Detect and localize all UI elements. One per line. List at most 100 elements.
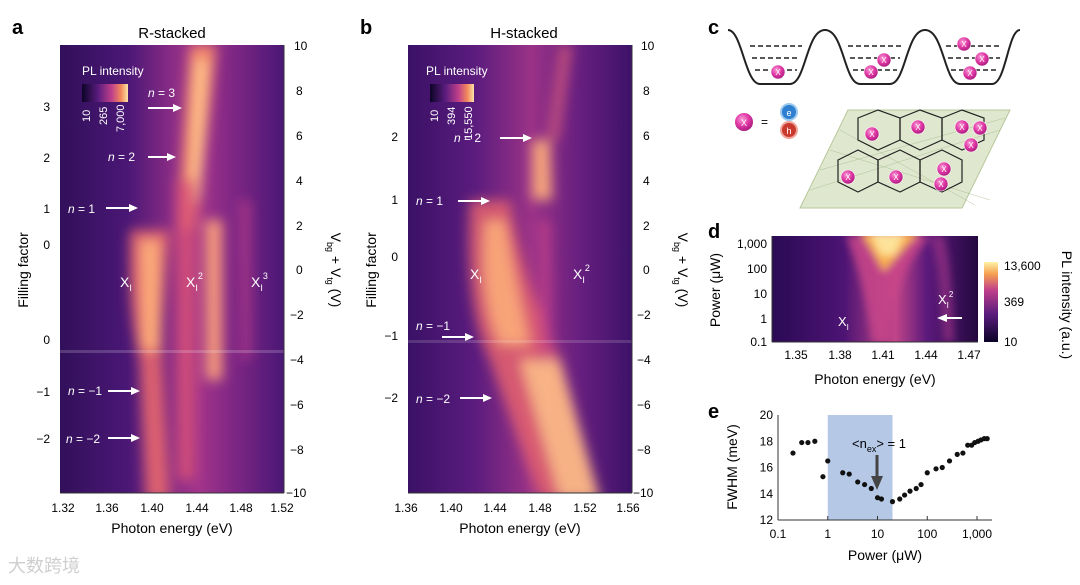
fwhm-point — [812, 438, 818, 444]
svg-text:369: 369 — [1004, 295, 1024, 309]
svg-text:n = 1: n = 1 — [68, 202, 95, 216]
svg-text:1.44: 1.44 — [483, 501, 507, 515]
fwhm-point — [855, 479, 861, 485]
svg-text:1: 1 — [391, 193, 398, 207]
panel-e-x-tick: 0.1 — [770, 527, 787, 541]
panel-b-y-left-label: Filling factor — [363, 232, 379, 308]
svg-text:0: 0 — [43, 333, 50, 347]
svg-text:15,550: 15,550 — [463, 106, 475, 140]
svg-text:6: 6 — [643, 129, 650, 143]
svg-text:394: 394 — [446, 107, 458, 125]
svg-text:1.56: 1.56 — [616, 501, 640, 515]
panel-b-y-right-axis: 10 8 6 4 2 0 −2 −4 −6 −8 −10 Vbg + Vtg (… — [631, 39, 691, 500]
panel-e-y-tick: 12 — [760, 513, 774, 527]
panel-d-colorbar-label: PL intensity (a.u.) — [1059, 251, 1075, 359]
panel-a-cbar-tick-2: 265 — [98, 107, 110, 125]
svg-text:0: 0 — [296, 263, 303, 277]
fwhm-point — [868, 485, 874, 492]
svg-text:X: X — [775, 68, 781, 77]
panel-e-x-tick: 1,000 — [962, 527, 992, 541]
fwhm-point — [965, 442, 971, 448]
fwhm-point — [897, 496, 903, 502]
svg-text:1.36: 1.36 — [394, 501, 418, 515]
svg-text:n = −1: n = −1 — [416, 319, 450, 333]
svg-text:XI: XI — [838, 314, 849, 332]
svg-text:1.48: 1.48 — [528, 501, 552, 515]
svg-text:−8: −8 — [290, 443, 304, 457]
exciton-legend: X = e h — [735, 103, 798, 139]
panel-a-heatmap — [60, 45, 284, 493]
svg-text:n = −2: n = −2 — [66, 432, 100, 446]
panel-b-x-label: Photon energy (eV) — [459, 520, 580, 536]
svg-text:X: X — [741, 118, 747, 128]
panel-e-y-tick: 18 — [760, 434, 774, 448]
svg-text:XI: XI — [120, 274, 132, 293]
panel-a-y-left-axis: 3 2 1 0 0 −1 −2 Filling factor — [15, 100, 50, 446]
panel-b-colorbar-title: PL intensity — [426, 64, 488, 78]
panel-b-y-right-label: Vbg + Vtg (V) — [672, 233, 691, 308]
panel-b-heatmap — [408, 45, 632, 493]
panel-d-peak-labels: XI XI2 — [838, 290, 962, 332]
panel-e-y-tick: 16 — [760, 461, 774, 475]
panel-a-x-axis: 1.32 1.36 1.40 1.44 1.48 1.52 Photon ene… — [51, 492, 294, 536]
panel-b-peak-labels: XI XI2 — [470, 263, 590, 285]
panel-d-letter: d — [708, 221, 720, 243]
fwhm-point — [840, 470, 846, 476]
panel-a-cbar-tick-1: 10 — [81, 110, 93, 122]
svg-text:0: 0 — [643, 263, 650, 277]
panel-e-x-label: Power (μW) — [848, 547, 922, 563]
svg-text:4: 4 — [296, 174, 303, 188]
panel-a-title: R-stacked — [138, 25, 206, 42]
svg-text:XI: XI — [470, 266, 482, 285]
svg-text:−4: −4 — [290, 353, 304, 367]
svg-text:XI2: XI2 — [186, 271, 203, 293]
panel-a-y-right-axis: 10 8 6 4 2 0 −2 −4 −6 −8 −10 Vbg + Vtg (… — [283, 39, 344, 500]
panel-a-arrow-label-n3: n — [148, 86, 155, 100]
fwhm-point — [946, 458, 953, 464]
svg-text:=: = — [761, 115, 768, 129]
panel-e-y-label: FWHM (meV) — [724, 424, 740, 510]
panel-c-letter: c — [708, 17, 719, 39]
svg-text:n = −2: n = −2 — [416, 392, 450, 406]
svg-text:XI3: XI3 — [251, 271, 268, 293]
panel-a-arrow-label-n2: n — [108, 150, 115, 164]
svg-text:X: X — [845, 173, 851, 182]
svg-text:n = 2: n = 2 — [454, 131, 481, 145]
panel-b-y-left-axis: 2 1 0 −1 −2 Filling factor — [363, 130, 398, 405]
svg-text:−6: −6 — [637, 398, 651, 412]
svg-text:−1: −1 — [384, 329, 398, 343]
svg-text:XI2: XI2 — [573, 263, 590, 285]
svg-text:X: X — [979, 55, 985, 64]
svg-text:X: X — [961, 40, 967, 49]
svg-text:X: X — [893, 173, 899, 182]
fwhm-point — [939, 464, 945, 471]
panel-e-y-tick: 20 — [760, 408, 774, 422]
panel-e-x-tick: 100 — [917, 527, 937, 541]
svg-text:1.48: 1.48 — [229, 501, 253, 515]
panel-a-cbar-tick-3: 7,000 — [115, 104, 127, 132]
svg-text:−4: −4 — [637, 353, 651, 367]
panel-b-x-axis: 1.36 1.40 1.44 1.48 1.52 1.56 Photon ene… — [394, 492, 640, 536]
fwhm-point — [805, 439, 811, 446]
svg-text:10: 10 — [1004, 335, 1018, 349]
svg-text:h: h — [786, 126, 791, 136]
shaded-region-nex1 — [827, 415, 893, 520]
panel-e-letter: e — [708, 401, 719, 423]
svg-text:6: 6 — [296, 129, 303, 143]
svg-text:1: 1 — [43, 202, 50, 216]
svg-text:10: 10 — [641, 39, 655, 53]
svg-text:2: 2 — [643, 219, 650, 233]
panel-e-y-tick: 14 — [760, 487, 774, 501]
fwhm-point — [901, 492, 908, 498]
panel-b-arrows: n = 2 n = 1 n = −1 n = −2 — [416, 131, 532, 406]
fwhm-point — [799, 439, 805, 446]
svg-text:1.40: 1.40 — [439, 501, 463, 515]
svg-text:X: X — [968, 141, 974, 150]
svg-text:X: X — [881, 56, 887, 65]
svg-text:n = 1: n = 1 — [416, 194, 443, 208]
svg-text:13,600: 13,600 — [1004, 259, 1041, 273]
panel-a-arrow-label-nm1: n — [68, 384, 75, 398]
svg-text:1.38: 1.38 — [828, 348, 852, 362]
panel-e-x-tick: 1 — [824, 527, 831, 541]
svg-text:−10: −10 — [286, 486, 307, 500]
